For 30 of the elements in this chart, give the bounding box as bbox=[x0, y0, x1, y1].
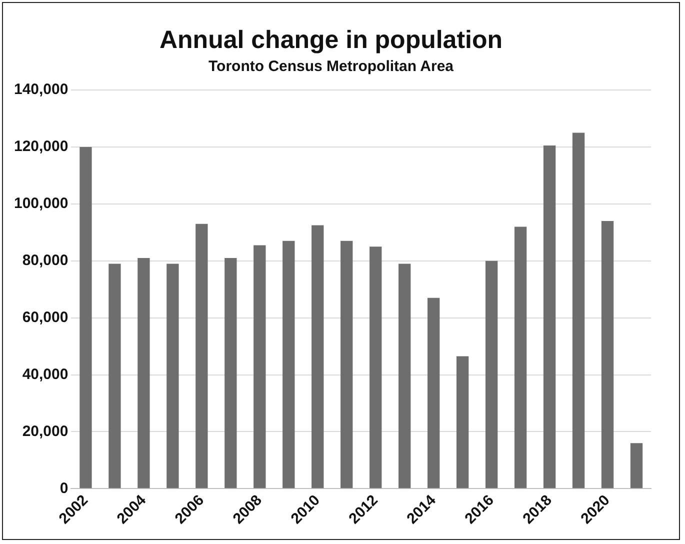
y-tick-label: 120,000 bbox=[14, 138, 68, 156]
bar bbox=[572, 132, 585, 488]
y-tick-label: 60,000 bbox=[22, 308, 68, 326]
bar bbox=[312, 225, 324, 488]
bar bbox=[485, 260, 498, 488]
bar bbox=[427, 298, 440, 488]
bar bbox=[282, 240, 295, 488]
chart-subtitle: Toronto Census Metropolitan Area bbox=[208, 58, 454, 76]
bar bbox=[456, 356, 469, 488]
bar bbox=[543, 146, 556, 488]
bar bbox=[80, 146, 92, 488]
bar bbox=[601, 220, 614, 488]
y-tick-label: 100,000 bbox=[14, 195, 68, 212]
bar bbox=[370, 246, 382, 488]
bar bbox=[224, 258, 237, 488]
bar bbox=[138, 258, 150, 488]
y-tick-label: 0 bbox=[60, 480, 68, 497]
bar bbox=[108, 264, 121, 488]
bar bbox=[196, 224, 208, 488]
chart-title: Annual change in population bbox=[159, 26, 503, 54]
bar bbox=[630, 443, 643, 488]
bar bbox=[514, 226, 527, 488]
bar bbox=[340, 240, 353, 488]
y-tick-label: 80,000 bbox=[22, 252, 68, 269]
bar bbox=[254, 245, 266, 488]
bar bbox=[166, 264, 179, 488]
y-tick-label: 20,000 bbox=[22, 422, 68, 440]
y-tick-label: 140,000 bbox=[14, 81, 68, 98]
bar bbox=[398, 264, 411, 488]
y-tick-label: 40,000 bbox=[22, 366, 68, 383]
